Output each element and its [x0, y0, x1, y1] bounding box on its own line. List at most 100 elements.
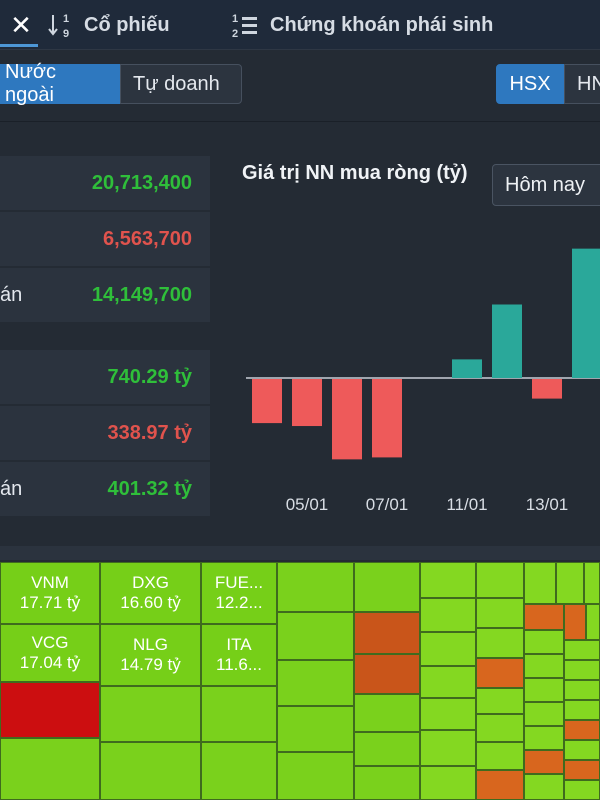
- treemap-cell[interactable]: [524, 726, 564, 750]
- tab-stocks[interactable]: 1 9 Cổ phiếu: [48, 0, 170, 50]
- stat-label: án: [0, 283, 23, 306]
- treemap-cell[interactable]: [524, 654, 564, 678]
- treemap-cell[interactable]: [476, 714, 524, 742]
- stat-value: 6,563,700: [103, 227, 192, 250]
- treemap-value: 16.60 tỷ: [120, 593, 181, 612]
- treemap-cell[interactable]: [564, 760, 600, 780]
- tab-derivatives-label: Chứng khoán phái sinh: [270, 13, 494, 36]
- treemap-cell[interactable]: [420, 632, 476, 666]
- treemap-cell[interactable]: [556, 562, 584, 604]
- treemap-cell[interactable]: [564, 700, 600, 720]
- treemap-cell[interactable]: [277, 752, 354, 800]
- treemap-cell[interactable]: NLG 14.79 tỷ: [100, 624, 201, 686]
- treemap-cell[interactable]: [586, 604, 600, 640]
- exchange-hnx-button[interactable]: HNX: [564, 64, 600, 104]
- chart-x-tick-label: 05/01: [286, 495, 329, 514]
- treemap-cell[interactable]: [420, 730, 476, 766]
- treemap-ticker: VNM: [31, 573, 69, 592]
- sort-digit-top: 1: [63, 13, 69, 25]
- stat-row: 740.29 tỷ: [0, 350, 210, 404]
- stat-row: án 14,149,700: [0, 268, 210, 322]
- treemap-cell[interactable]: [420, 598, 476, 632]
- treemap-cell[interactable]: [564, 780, 600, 800]
- treemap-cell[interactable]: [277, 612, 354, 660]
- treemap-cell[interactable]: [100, 742, 201, 800]
- treemap-cell[interactable]: [0, 738, 100, 800]
- treemap-cell[interactable]: [420, 698, 476, 730]
- treemap-cell[interactable]: [564, 660, 600, 680]
- treemap-cell[interactable]: [201, 686, 277, 742]
- chart-x-tick-label: 07/01: [366, 495, 409, 514]
- treemap-cell[interactable]: [100, 686, 201, 742]
- treemap-cell[interactable]: [277, 562, 354, 612]
- treemap-cell[interactable]: [524, 774, 564, 800]
- chart-bar-07-01[interactable]: [372, 379, 402, 458]
- chart-bar-05-01[interactable]: [292, 379, 322, 427]
- treemap-cell[interactable]: [564, 740, 600, 760]
- treemap-cell[interactable]: [524, 604, 564, 630]
- exchange-hnx-label: HNX: [577, 72, 600, 95]
- treemap-cell[interactable]: [476, 658, 524, 688]
- treemap-cell[interactable]: [420, 666, 476, 698]
- treemap-cell[interactable]: [476, 742, 524, 770]
- treemap-cell[interactable]: [524, 630, 564, 654]
- treemap-cell[interactable]: [584, 562, 600, 604]
- stat-row: 6,563,700: [0, 212, 210, 266]
- treemap-cell[interactable]: [524, 678, 564, 702]
- treemap-cell[interactable]: FUE... 12.2...: [201, 562, 277, 624]
- treemap-cell[interactable]: [354, 732, 420, 766]
- treemap-cell[interactable]: [564, 640, 600, 660]
- close-button[interactable]: ✕: [4, 0, 38, 50]
- treemap-cell[interactable]: [524, 750, 564, 774]
- treemap-cell[interactable]: [476, 562, 524, 598]
- list-number-icon: 1 2: [230, 11, 260, 39]
- stat-row: 338.97 tỷ: [0, 406, 210, 460]
- treemap-cell[interactable]: [0, 682, 100, 738]
- stat-value: 338.97 tỷ: [107, 421, 192, 444]
- treemap-cell[interactable]: [476, 598, 524, 628]
- list-digit-bottom: 2: [232, 28, 238, 39]
- treemap-cell[interactable]: [476, 770, 524, 800]
- chart-bar-13-01[interactable]: [532, 379, 562, 399]
- treemap-cell[interactable]: VNM 17.71 tỷ: [0, 562, 100, 624]
- treemap-cell[interactable]: [524, 562, 556, 604]
- treemap-heatmap: VNM 17.71 tỷ DXG 16.60 tỷ FUE... 12.2...…: [0, 562, 600, 800]
- treemap-cell[interactable]: [420, 766, 476, 800]
- treemap-cell[interactable]: [354, 694, 420, 732]
- chart-bar-04-01[interactable]: [252, 379, 282, 424]
- treemap-cell[interactable]: [277, 706, 354, 752]
- treemap-value: 17.04 tỷ: [19, 653, 81, 672]
- treemap-cell[interactable]: [277, 660, 354, 706]
- treemap-cell[interactable]: [564, 604, 586, 640]
- treemap-cell[interactable]: ITA 11.6...: [201, 624, 277, 686]
- treemap-cell[interactable]: [354, 654, 420, 694]
- treemap-cell[interactable]: [476, 628, 524, 658]
- chart-x-tick-label: 13/01: [526, 495, 569, 514]
- treemap-cell[interactable]: DXG 16.60 tỷ: [100, 562, 201, 624]
- segment-proprietary[interactable]: Tự doanh: [120, 64, 242, 104]
- period-dropdown[interactable]: Hôm nay: [492, 164, 600, 206]
- chart-bar-11-01[interactable]: [452, 359, 482, 378]
- treemap-cell[interactable]: [354, 766, 420, 800]
- chart-bar-14-01[interactable]: [572, 248, 600, 378]
- treemap-cell[interactable]: [201, 742, 277, 800]
- tab-derivatives[interactable]: 1 2 Chứng khoán phái sinh: [230, 0, 493, 50]
- treemap-value: 14.79 tỷ: [120, 655, 181, 674]
- chart-title: Giá trị NN mua ròng (tỷ): [242, 162, 468, 184]
- treemap-cell[interactable]: [564, 680, 600, 700]
- segment-foreign[interactable]: Nước ngoài: [0, 61, 120, 106]
- treemap-cell[interactable]: [354, 562, 420, 612]
- treemap-cell[interactable]: VCG 17.04 tỷ: [0, 624, 100, 682]
- treemap-cell[interactable]: [354, 612, 420, 654]
- treemap-value: 12.2...: [215, 593, 263, 612]
- chart-bar-12-01[interactable]: [492, 304, 522, 379]
- chart-x-tick-label: 11/01: [446, 495, 487, 514]
- treemap-cell[interactable]: [524, 702, 564, 726]
- treemap-cell[interactable]: [420, 562, 476, 598]
- exchange-hsx-button[interactable]: HSX: [496, 64, 564, 104]
- treemap-cell[interactable]: [476, 688, 524, 714]
- treemap-value: 11.6...: [216, 655, 262, 674]
- stat-row: án 401.32 tỷ: [0, 462, 210, 516]
- chart-bar-06-01[interactable]: [332, 379, 362, 460]
- treemap-cell[interactable]: [564, 720, 600, 740]
